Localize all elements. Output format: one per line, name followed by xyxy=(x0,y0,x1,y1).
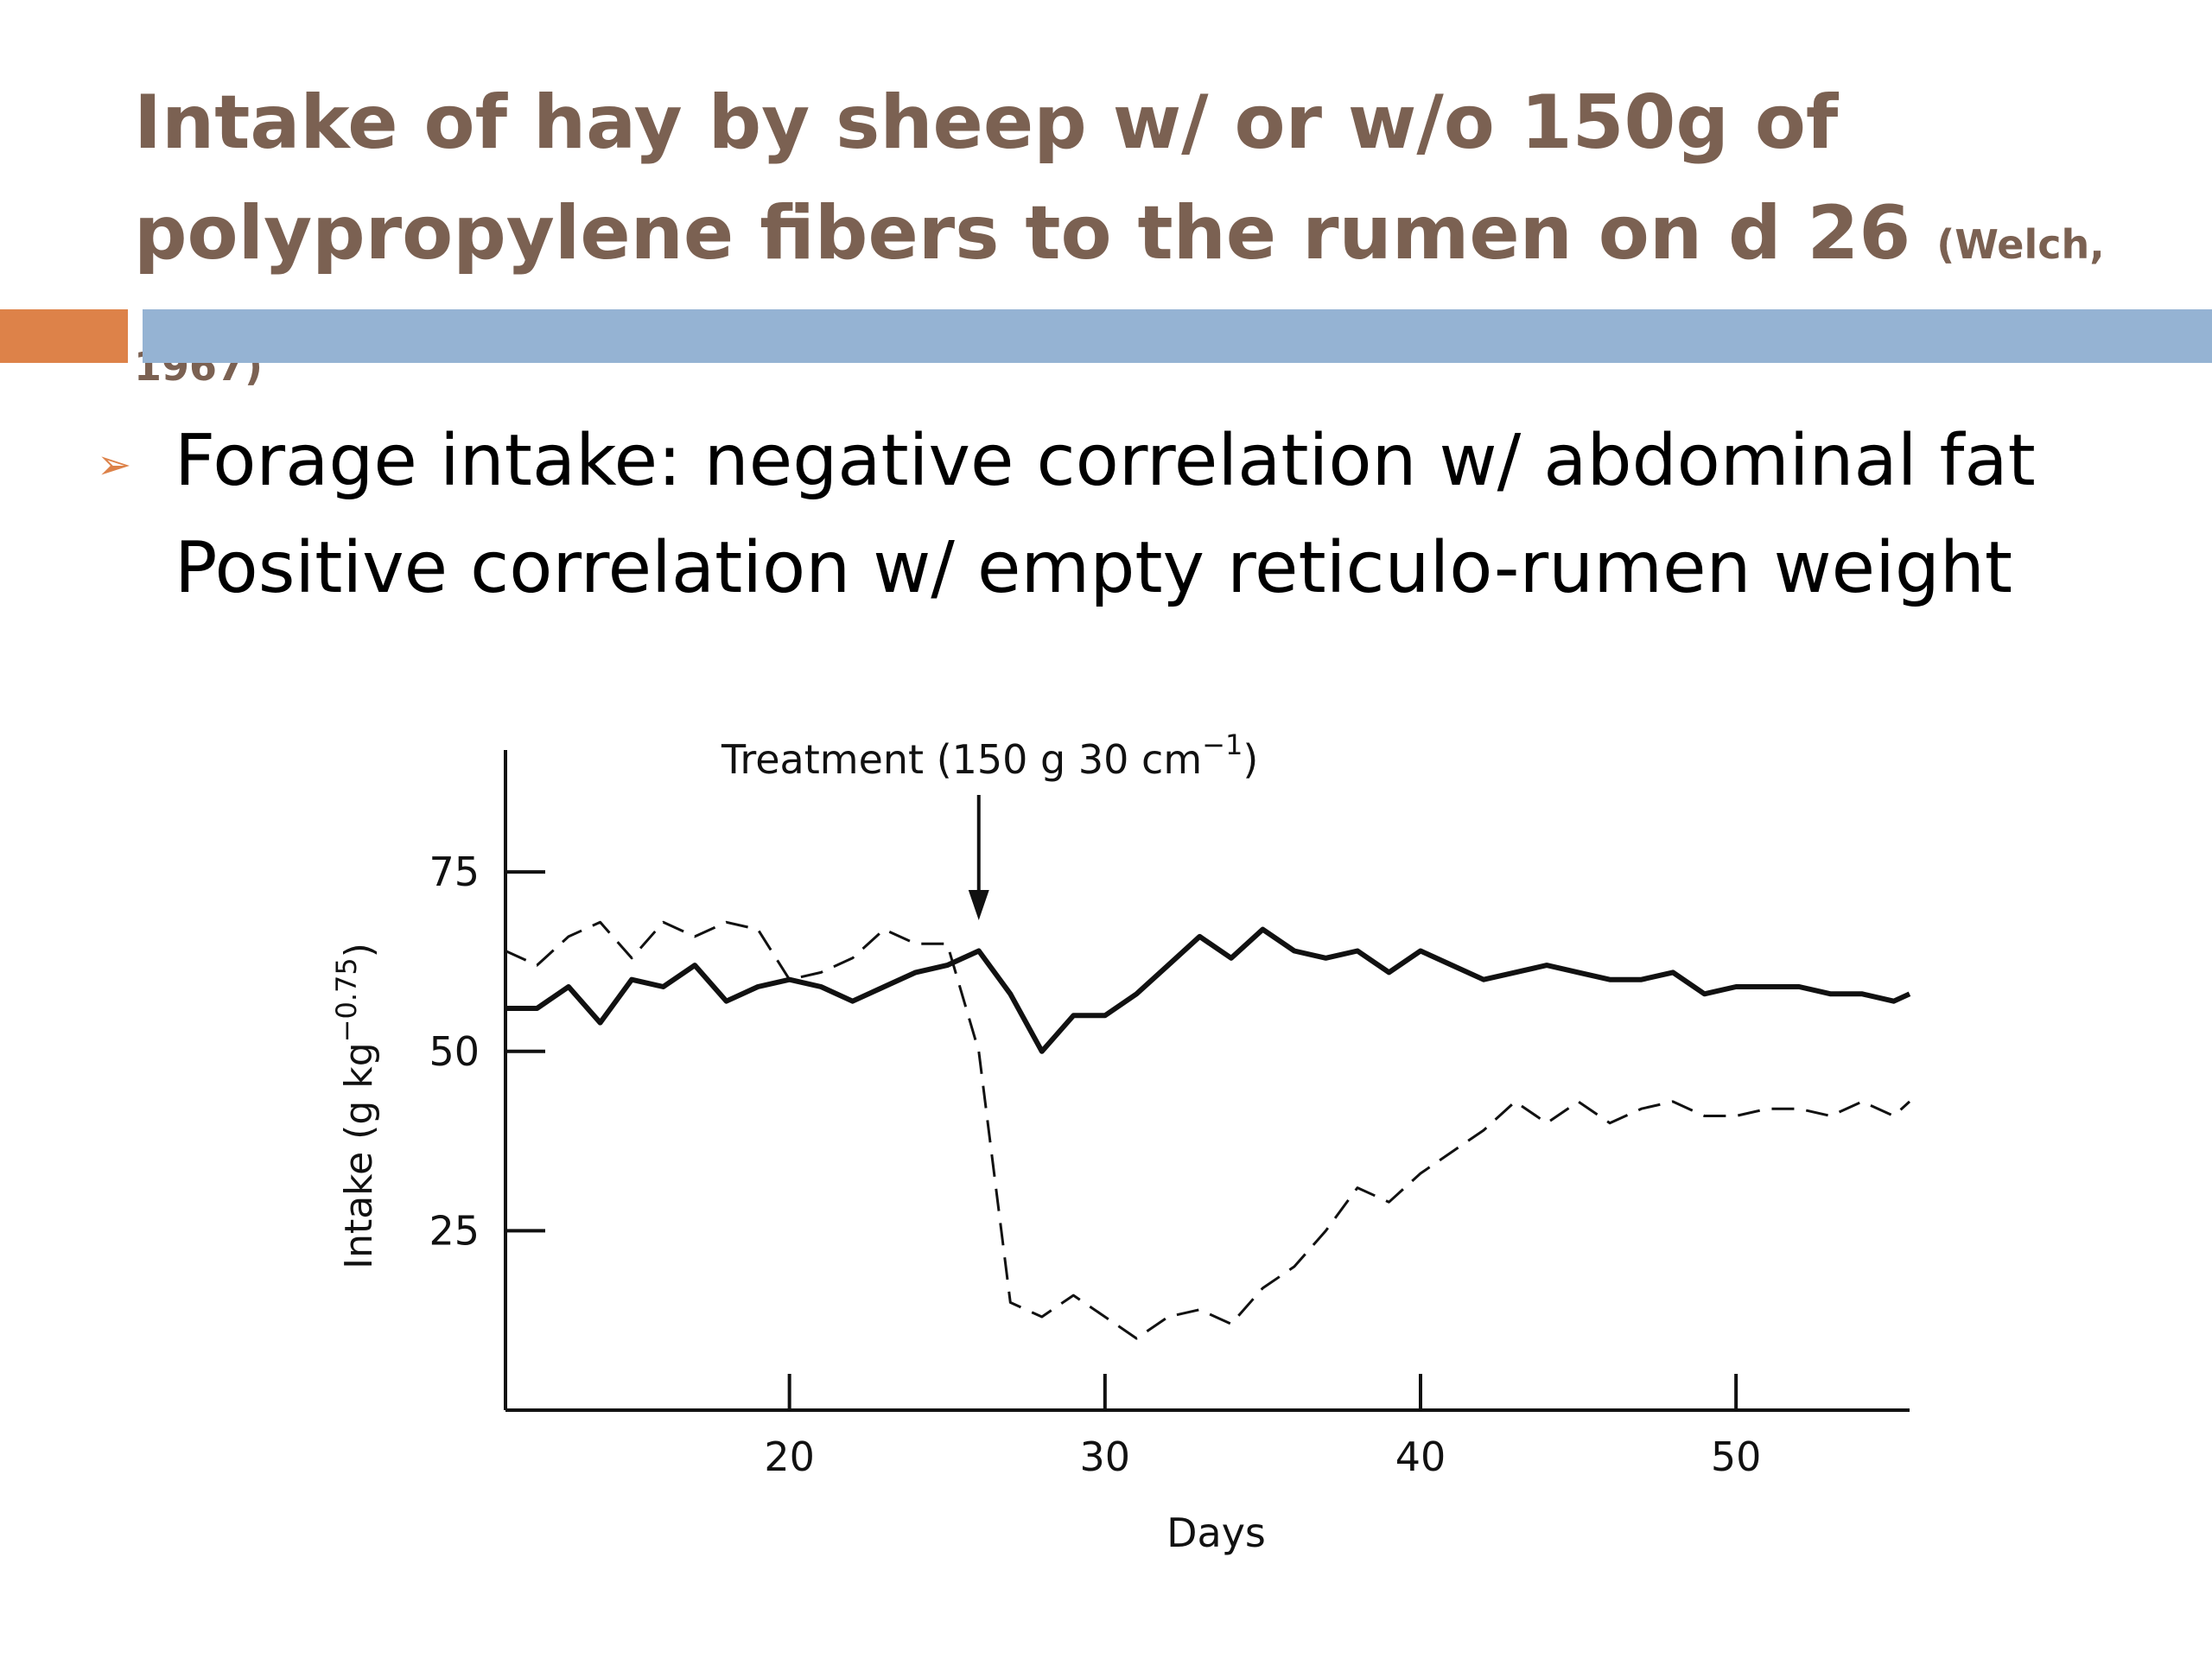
y-axis-label-close: ) xyxy=(337,943,381,957)
y-axis-label-exponent: −0.75 xyxy=(330,957,363,1042)
title-line-2-text: polypropylene fibers to the rumen on d 2… xyxy=(134,190,1911,276)
accent-bar-orange xyxy=(0,309,128,363)
treatment-arrow-head xyxy=(968,890,989,920)
title-line-1: Intake of hay by sheep w/ or w/o 150g of xyxy=(134,79,1839,166)
y-axis-label: Intake (g kg−0.75) xyxy=(330,943,381,1269)
x-axis-label: Days xyxy=(1166,1510,1266,1556)
y-tick-label: 50 xyxy=(429,1028,480,1075)
bullet-arrow-icon: ➢ xyxy=(97,441,132,489)
accent-bar-blue xyxy=(143,309,2212,363)
x-tick-label: 40 xyxy=(1395,1433,1446,1480)
series-line-dashed xyxy=(505,920,1911,1340)
y-tick-label: 25 xyxy=(429,1207,480,1254)
series-line-solid xyxy=(505,926,1911,1054)
treatment-annotation: Treatment (150 g 30 cm−1) xyxy=(721,728,1258,783)
y-axis-label-text: Intake (g kg xyxy=(337,1042,381,1269)
treatment-annotation-text: Treatment (150 g 30 cm xyxy=(721,736,1202,783)
treatment-annotation-close: ) xyxy=(1243,736,1258,783)
x-tick-label: 20 xyxy=(764,1433,815,1480)
bullet-line-2: Positive correlation w/ empty reticulo-r… xyxy=(175,527,2013,609)
treatment-annotation-exponent: −1 xyxy=(1202,728,1243,761)
bullet-line-1: Forage intake: negative correlation w/ a… xyxy=(175,420,2036,502)
y-tick-label: 75 xyxy=(429,849,480,895)
bullet-text: Forage intake: negative correlation w/ a… xyxy=(175,408,2179,622)
x-tick-label: 50 xyxy=(1711,1433,1762,1480)
x-tick-label: 30 xyxy=(1080,1433,1131,1480)
